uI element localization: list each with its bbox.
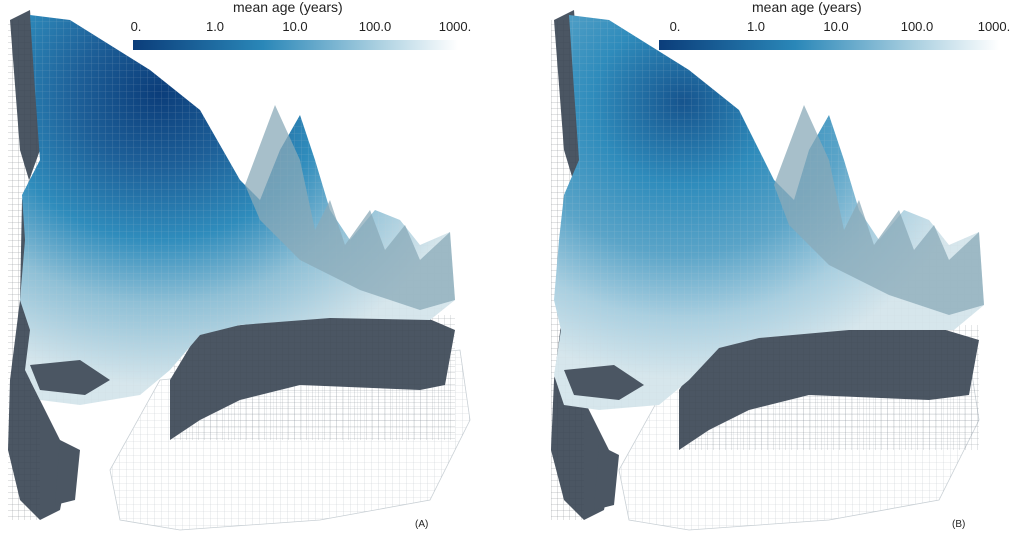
colorbar-tick: 10.0 — [282, 19, 308, 34]
model-render-b — [551, 10, 984, 531]
panel-a: mean age (years) 0. 1.0 10.0 100.0 1000.… — [0, 0, 508, 543]
colorbar-tick: 1.0 — [746, 19, 766, 34]
colorbar-title: mean age (years) — [752, 0, 862, 15]
wall-front-mesh-a — [170, 315, 455, 440]
age-surface-mesh-b — [554, 15, 984, 410]
model-render-a — [8, 10, 471, 531]
colorbar-gradient — [659, 40, 999, 50]
dark-patch-a — [30, 360, 110, 395]
colorbar-title: mean age (years) — [233, 0, 343, 15]
panel-label: (B) — [952, 519, 966, 530]
dark-patch-2-a — [55, 440, 80, 505]
dark-patch-2-b — [594, 445, 619, 510]
wall-front-mesh-b — [679, 325, 979, 450]
colorbar-tick: 10.0 — [823, 19, 849, 34]
colorbar-tick: 100.0 — [358, 19, 392, 34]
dark-patch-b — [564, 365, 644, 400]
colorbar-tick: 0. — [669, 19, 681, 34]
colorbar-tick: 1000. — [977, 19, 1011, 34]
panel-label: (A) — [415, 519, 429, 530]
ridge-peaks-a — [245, 105, 455, 310]
colorbar-gradient — [133, 40, 458, 50]
colorbar-tick: 1000. — [438, 19, 472, 34]
colorbar-tick: 100.0 — [900, 19, 934, 34]
colorbar-tick: 0. — [130, 19, 142, 34]
age-surface-mesh-a — [20, 15, 455, 405]
panel-b: mean age (years) 0. 1.0 10.0 100.0 1000.… — [509, 0, 1017, 543]
colorbar-tick: 1.0 — [205, 19, 225, 34]
ridge-peaks-b — [774, 105, 984, 315]
